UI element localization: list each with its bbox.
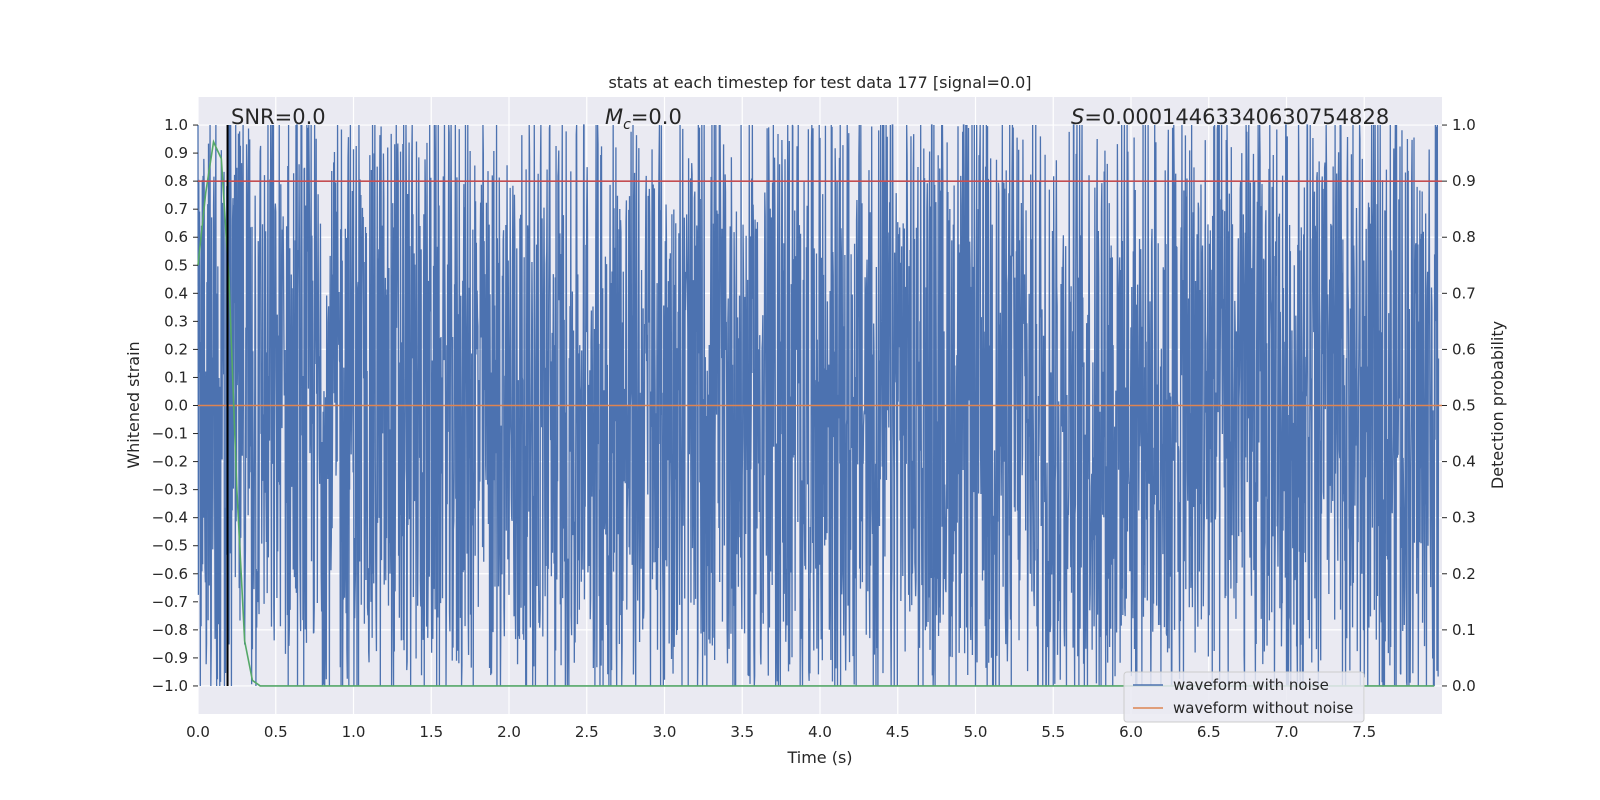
x-tick-label: 3.0	[653, 723, 677, 741]
waveform-with-noise-line	[197, 124, 1440, 687]
y-left-tick-label: −0.1	[152, 425, 188, 443]
y-left-tick-label: −0.3	[152, 481, 188, 499]
x-tick-label: 5.0	[964, 723, 988, 741]
legend: waveform with noise waveform without noi…	[1123, 671, 1365, 723]
y-left-tick-label: −0.2	[152, 453, 188, 471]
y-left-tick-label: 0.8	[164, 172, 188, 190]
series-lines	[197, 125, 1442, 687]
x-tick-label: 2.5	[575, 723, 599, 741]
x-tick-label: 7.0	[1275, 723, 1299, 741]
y-left-tick-label: 0.2	[164, 340, 188, 358]
y-left-tick-label: 1.0	[164, 116, 188, 134]
x-tick-label: 4.5	[886, 723, 910, 741]
y-axis-label-right: Detection probability	[1488, 321, 1507, 489]
annotation-s: S=0.00014463340630754828	[1071, 105, 1389, 129]
y-left-tick-label: −1.0	[152, 677, 188, 695]
x-tick-label: 2.0	[497, 723, 521, 741]
y-left-tick-label: −0.7	[152, 593, 188, 611]
series-waveform-with-noise	[197, 124, 1440, 687]
annotation-mc-sub: c	[623, 117, 631, 133]
x-tick-label: 7.5	[1352, 723, 1376, 741]
y-left-tick-label: 0.9	[164, 144, 188, 162]
x-tick-label: 4.0	[808, 723, 832, 741]
y-right-tick-label: 0.3	[1452, 509, 1476, 527]
y-left-tick-label: 0.1	[164, 368, 188, 386]
y-right-tick-label: 0.4	[1452, 453, 1476, 471]
y-left-tick-label: −0.6	[152, 565, 188, 583]
annotation-s-value: =0.00014463340630754828	[1084, 105, 1389, 129]
y-right-tick-label: 1.0	[1452, 116, 1476, 134]
annotation-snr: SNR=0.0	[231, 105, 326, 129]
y-left-tick-label: 0.0	[164, 397, 188, 415]
y-right-tick-label: 0.8	[1452, 228, 1476, 246]
y-right-tick-label: 0.0	[1452, 677, 1476, 695]
y-left-tick-label: −0.5	[152, 537, 188, 555]
x-tick-label: 3.5	[730, 723, 754, 741]
x-tick-label: 0.5	[264, 723, 288, 741]
y-right-tick-label: 0.5	[1452, 397, 1476, 415]
x-tick-label: 6.5	[1197, 723, 1221, 741]
y-left-tick-label: 0.5	[164, 256, 188, 274]
y-left-tick-label: 0.6	[164, 228, 188, 246]
y-right-tick-label: 0.9	[1452, 172, 1476, 190]
y-right-tick-label: 0.1	[1452, 621, 1476, 639]
x-tick-label: 1.5	[419, 723, 443, 741]
annotation-s-symbol: S	[1071, 105, 1084, 129]
detection-probability-line	[197, 139, 1435, 687]
y-left-tick-label: −0.4	[152, 509, 188, 527]
chart-title: stats at each timestep for test data 177…	[608, 73, 1031, 92]
x-tick-label: 1.0	[342, 723, 366, 741]
y-left-tick-label: −0.8	[152, 621, 188, 639]
y-right-tick-label: 0.2	[1452, 565, 1476, 583]
y-left-tick-label: 0.7	[164, 200, 188, 218]
annotation-mc-value: =0.0	[631, 105, 682, 129]
legend-label-waveform-with-noise: waveform with noise	[1173, 676, 1329, 694]
y-axis-label-left: Whitened strain	[124, 341, 143, 468]
legend-box	[1123, 671, 1365, 723]
annotation-mc-symbol: M	[605, 105, 623, 129]
x-axis-label: Time (s)	[786, 748, 852, 767]
y-left-tick-label: 0.4	[164, 284, 188, 302]
annotation-mc: Mc=0.0	[605, 105, 682, 133]
x-tick-label: 5.5	[1041, 723, 1065, 741]
y-left-tick-label: 0.3	[164, 312, 188, 330]
y-left-tick-label: −0.9	[152, 649, 188, 667]
y-right-tick-label: 0.7	[1452, 284, 1476, 302]
ticks: 0.0 0.5 1.0 1.5 2.0 2.5 3.0 3.5 4.0 4.5 5.0 5.5 6.0 6…	[152, 116, 1476, 741]
legend-label-waveform-without-noise: waveform without noise	[1173, 699, 1353, 717]
x-tick-label: 0.0	[186, 723, 210, 741]
y-right-tick-label: 0.6	[1452, 340, 1476, 358]
x-tick-label: 6.0	[1119, 723, 1143, 741]
